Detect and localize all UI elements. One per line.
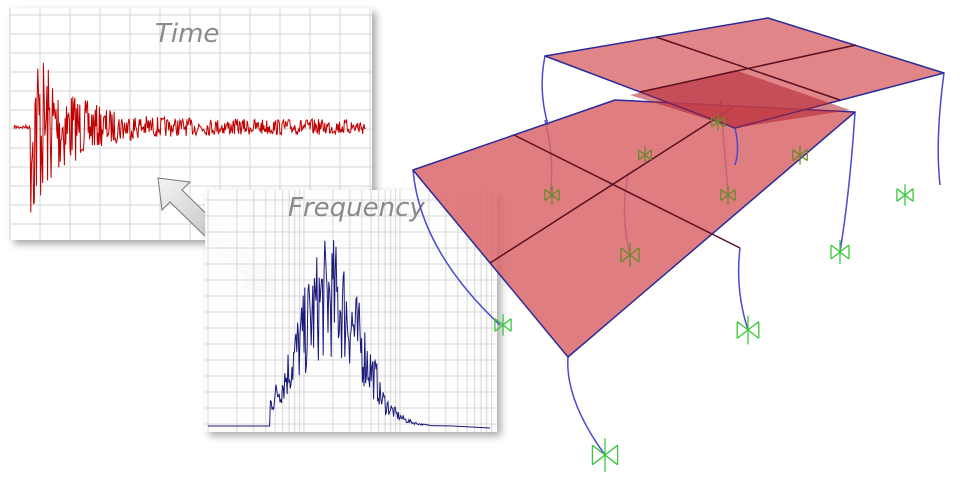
support <box>591 438 619 472</box>
support <box>620 243 640 267</box>
frequency-label: Frequency <box>288 193 425 223</box>
support <box>830 240 850 264</box>
roof-beams <box>639 36 857 101</box>
support <box>494 314 512 336</box>
support <box>896 184 914 206</box>
support <box>638 146 652 164</box>
column <box>412 169 501 326</box>
time-waveform <box>13 62 366 213</box>
lower-slab-beams <box>489 105 741 264</box>
column <box>734 127 739 166</box>
time-label: Time <box>155 19 219 49</box>
column <box>839 111 856 253</box>
structure <box>412 17 945 472</box>
support <box>792 145 808 165</box>
supports <box>494 113 914 472</box>
roof-overlap <box>630 70 850 128</box>
column <box>567 356 606 456</box>
column <box>937 72 945 186</box>
column <box>737 247 749 331</box>
upper-columns <box>541 55 945 186</box>
support <box>736 315 760 345</box>
support <box>711 113 725 131</box>
frequency-panel-frame <box>205 190 497 432</box>
column <box>541 55 549 126</box>
support <box>544 185 560 205</box>
frequency-panel: Frequency <box>205 190 497 432</box>
frequency-spectrum <box>208 240 491 429</box>
support <box>720 185 736 205</box>
